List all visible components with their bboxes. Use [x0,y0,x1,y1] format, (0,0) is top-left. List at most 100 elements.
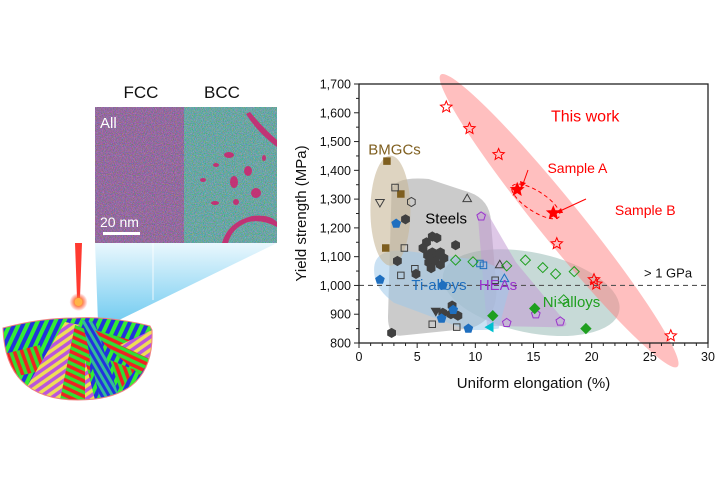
data-point [467,256,479,268]
data-point [451,240,460,251]
label-bmgcs: BMGCs [368,142,421,159]
data-point [530,309,541,319]
data-point [432,232,442,244]
class-regions [370,73,679,368]
x-tick-label: 30 [701,350,715,364]
y-tick-label: 1,500 [320,135,351,149]
data-point [391,218,402,228]
series-ni-alloys-filled-diamond [487,302,592,335]
data-point [382,244,390,252]
series-ti-alloys-open-triangle [499,273,510,283]
series-ti-alloys [375,218,474,333]
series-ni-alloys-open-diamond [449,254,580,306]
data-point [428,320,436,328]
data-point [418,242,428,254]
series-steels-open-triangle-up [462,193,505,269]
data-point [501,317,512,327]
data-point [537,261,549,274]
data-point [487,309,499,322]
y-tick-label: 1,400 [320,164,351,178]
data-point [528,302,541,315]
laser-icon [69,243,88,311]
data-point [568,265,580,278]
y-axis-label: Yield strength (MPa) [293,145,310,281]
atom-probe-micrograph: All 20 nm [95,107,277,243]
reference-line-label: > 1 GPa [644,265,693,280]
data-point [453,323,461,331]
series-steels-filled-triangle-down [430,307,441,317]
label-heas: HEAs [479,277,517,294]
label-this-work: This work [551,108,620,125]
data-point [448,304,459,314]
data-point [549,268,562,280]
data-point [462,193,473,203]
sample-a-arrowhead [520,181,526,188]
series-this-work [439,99,678,342]
data-point [449,254,462,266]
series-sample-b [545,205,561,220]
x-tick-label: 15 [527,350,541,364]
scale-bar [103,232,140,235]
axes: 0 5 10 15 20 25 30 800 900 1,000 1,100 1,200 1,300 1,… [293,78,715,393]
data-point [401,214,410,225]
y-tick-label: 800 [330,337,351,351]
data-point [479,261,488,270]
sample-b-arrow [559,198,587,212]
data-point [663,328,678,342]
zoom-projection [95,243,277,322]
annotations: This work Sample A Sample B BMGCs Steels Ti-a… [368,108,675,311]
fcc-label: FCC [124,83,159,102]
data-point [383,157,391,165]
data-point [499,273,510,283]
y-tick-label: 1,700 [320,78,351,92]
data-point [491,276,499,284]
data-point [494,259,505,269]
data-point [407,196,416,208]
sample-a-arrow [522,169,529,185]
data-point [387,327,396,338]
series-heas [476,211,566,327]
scale-bar-label: 20 nm [100,214,139,230]
data-point [430,307,441,317]
y-tick-label: 1,100 [320,250,351,264]
x-tick-label: 5 [414,350,421,364]
data-point [462,121,477,135]
data-point [375,274,385,284]
micrograph-label: All [100,115,117,132]
label-sample-a: Sample A [547,160,608,176]
label-ni-alloys: Ni-alloys [543,294,601,311]
microstructure-illustration: FCC BCC All 20 nm [2,83,277,401]
data-point [491,147,506,161]
samples-highlight-ellipse [511,183,561,220]
label-sample-b: Sample B [615,202,676,218]
y-tick-label: 1,200 [320,221,351,235]
data-point [374,199,386,208]
data-point [500,260,513,272]
series-steels-open-square [391,183,499,331]
y-tick-label: 1,000 [320,279,351,293]
x-tick-label: 0 [356,350,363,364]
data-point [589,276,604,290]
data-point [393,255,402,267]
region-ti-alloys [374,250,511,331]
data-point [549,236,564,250]
data-point [439,99,454,113]
y-tick-label: 900 [330,308,351,322]
label-steels: Steels [425,211,467,228]
data-point [476,211,486,221]
data-point [397,190,405,198]
data-point [509,181,525,196]
x-tick-label: 10 [468,350,482,364]
x-tick-label: 20 [585,350,599,364]
y-tick-label: 1,600 [320,106,351,120]
data-point [557,294,570,306]
series-steels-open-hexagon [407,196,416,208]
data-point [411,268,421,279]
sample-b-arrowhead [556,208,563,213]
y-tick-label: 1,300 [320,193,351,207]
data-point [426,263,436,274]
series-ti-alloys-cyan [484,321,494,333]
data-point [555,316,566,326]
region-bmgcs [370,155,411,266]
